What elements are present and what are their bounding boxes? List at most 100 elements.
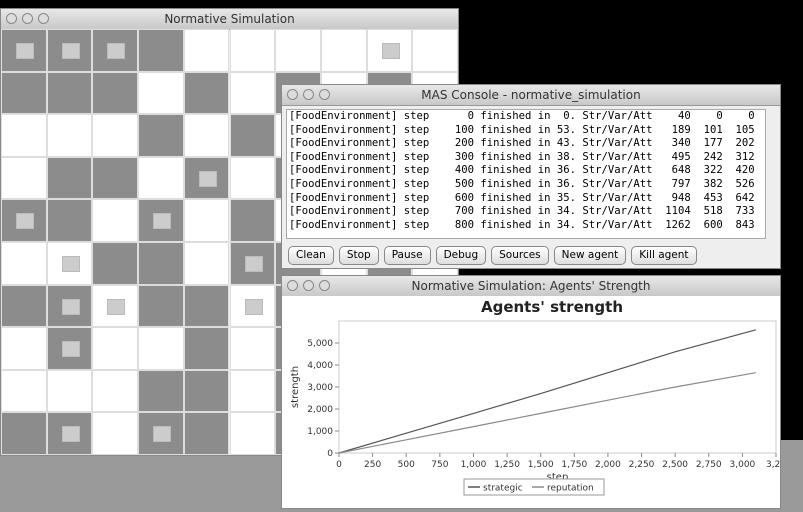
window-title: MAS Console - normative_simulation (421, 88, 641, 102)
toolbar-button[interactable]: Debug (435, 246, 487, 265)
toolbar-button[interactable]: Clean (288, 246, 334, 265)
agent (107, 43, 126, 59)
zoom-button[interactable] (319, 89, 330, 100)
agent (153, 426, 172, 443)
console-line: [FoodEnvironment] step 0 finished in 0. … (289, 110, 755, 122)
grid-cell (92, 199, 139, 242)
grid-cell (229, 71, 276, 115)
grid-cell (229, 412, 276, 455)
minimize-button[interactable] (303, 89, 314, 100)
x-axis-label: step (547, 472, 569, 483)
toolbar: Clean Stop Pause Debug Sources New agent Kill … (288, 243, 702, 265)
grid-cell (229, 199, 276, 242)
agent (61, 341, 80, 358)
x-tick-label: 2,250 (629, 460, 655, 470)
title-bar: Normative Simulation: Agents' Strength (282, 276, 780, 297)
grid-cell (183, 412, 230, 455)
console-line: [FoodEnvironment] step 400 finished in 3… (289, 164, 755, 177)
close-button[interactable] (287, 280, 298, 291)
grid-cell (183, 114, 230, 157)
y-tick-label: 2,000 (307, 405, 333, 415)
grid-cell (275, 29, 321, 72)
x-tick-label: 250 (364, 460, 381, 470)
chart: Agents' strength 0 1,000 2,000 3,000 4,000 5,0… (282, 296, 780, 508)
agent (61, 256, 80, 272)
grid-cell (46, 369, 93, 413)
grid-cell (1, 412, 47, 455)
grid-cell (229, 327, 276, 370)
grid-cell (92, 71, 139, 115)
x-tick-label: 1,250 (494, 460, 520, 470)
grid-cell (46, 71, 93, 115)
grid-cell (138, 114, 184, 157)
close-button[interactable] (6, 13, 17, 24)
minimize-button[interactable] (22, 13, 33, 24)
agent (107, 298, 126, 315)
y-tick-label: 3,000 (307, 383, 333, 393)
title-bar: Normative Simulation (1, 9, 458, 30)
grid-cell (46, 114, 93, 157)
console-line: [FoodEnvironment] step 600 finished in 3… (289, 191, 755, 204)
data-line (338, 329, 756, 454)
grid-cell (138, 156, 184, 200)
data-line (338, 372, 756, 454)
x-tick-label: 2,750 (696, 460, 722, 470)
y-tick-label: 5,000 (307, 339, 333, 349)
toolbar-button[interactable]: Kill agent (631, 246, 697, 265)
console-line: [FoodEnvironment] step 500 finished in 3… (289, 177, 755, 190)
console-output: [FoodEnvironment] step 0 finished in 0. … (286, 109, 766, 239)
agent (198, 170, 217, 187)
grid-cell (92, 412, 139, 455)
console-window: MAS Console - normative_simulation [Food… (281, 84, 781, 269)
agent (16, 43, 34, 59)
grid-cell (138, 71, 184, 115)
x-tick-label: 3,25 (766, 460, 780, 470)
x-tick-label: 1,750 (561, 460, 587, 470)
y-axis-label: strength (290, 366, 301, 408)
grid-cell (138, 369, 184, 413)
grid-cell (92, 327, 139, 370)
grid-cell (1, 242, 47, 285)
grid-cell (320, 29, 367, 72)
y-tick-label: 4,000 (307, 361, 333, 371)
toolbar-button[interactable]: Stop (338, 246, 379, 265)
grid-cell (183, 369, 230, 413)
grid-cell (46, 156, 93, 200)
grid-cell (229, 156, 276, 200)
agent (61, 43, 80, 59)
grid-cell (183, 242, 230, 285)
x-tick-label: 1,000 (461, 460, 487, 470)
agent (244, 298, 263, 315)
grid-cell (183, 327, 230, 370)
grid-cell (92, 114, 139, 157)
grid-cell (229, 369, 276, 413)
grid-cell (1, 327, 47, 370)
y-tick-label: 0 (327, 449, 333, 459)
grid-cell (412, 29, 458, 72)
chart-window: Normative Simulation: Agents' Strength A… (281, 275, 781, 509)
console-line: [FoodEnvironment] step 100 finished in 5… (289, 123, 755, 136)
zoom-button[interactable] (38, 13, 49, 24)
console-line: [FoodEnvironment] step 700 finished in 3… (289, 205, 755, 218)
grid-cell (229, 29, 276, 72)
grid-cell (183, 29, 230, 72)
grid-cell (46, 199, 93, 242)
console-line: [FoodEnvironment] step 800 finished in 3… (289, 218, 755, 231)
toolbar-button[interactable]: Pause (383, 246, 431, 265)
grid-cell (138, 242, 184, 285)
grid-cell (183, 71, 230, 115)
grid-cell (1, 369, 47, 413)
console-line: [FoodEnvironment] step 300 finished in 3… (289, 150, 755, 163)
toolbar-button[interactable]: Sources (491, 246, 549, 265)
grid-cell (138, 29, 184, 72)
x-tick-label: 0 (336, 460, 342, 470)
agent (153, 213, 172, 230)
grid-cell (229, 114, 276, 157)
x-tick-label: 750 (431, 460, 448, 470)
close-button[interactable] (287, 89, 298, 100)
grid-cell (1, 156, 47, 200)
zoom-button[interactable] (319, 280, 330, 291)
minimize-button[interactable] (303, 280, 314, 291)
toolbar-button[interactable]: New agent (553, 246, 627, 265)
